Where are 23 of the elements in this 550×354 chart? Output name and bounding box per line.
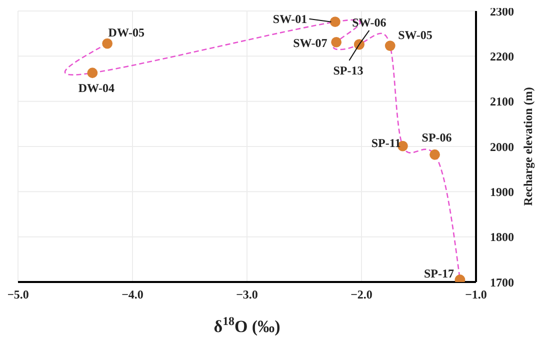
annotation: DW-05 [108, 26, 145, 40]
y-axis-title: Recharge elevation (m) [521, 87, 535, 206]
x-tick-label: −3.0 [236, 288, 258, 302]
y-tick-label: 1800 [490, 230, 514, 244]
y-tick-label: 2100 [490, 94, 514, 109]
x-tick-label: −5.0 [7, 288, 29, 302]
annotation: SW-07 [293, 36, 328, 50]
x-tick-label: −4.0 [122, 288, 144, 302]
y-tick-label: 2200 [490, 49, 514, 64]
x-axis-title: δ$^{18}$O (‰) [214, 314, 280, 336]
annotation: DW-04 [78, 80, 115, 95]
annotation: SW-05 [398, 28, 432, 42]
annotation: SP-17 [424, 266, 454, 281]
annotation: SP-06 [422, 130, 452, 145]
annotation: SP-11 [371, 136, 401, 150]
y-tick-label: 2000 [490, 140, 514, 154]
x-tick-label: −2.0 [350, 288, 372, 302]
x-tick-label: −1.0 [465, 288, 487, 302]
y-tick-label: 1700 [490, 275, 514, 290]
annotation: SW-01 [272, 12, 308, 26]
y-tick-label: 1900 [490, 184, 514, 199]
annotation: SP-13 [333, 63, 364, 78]
annotation: SW-06 [352, 15, 386, 30]
